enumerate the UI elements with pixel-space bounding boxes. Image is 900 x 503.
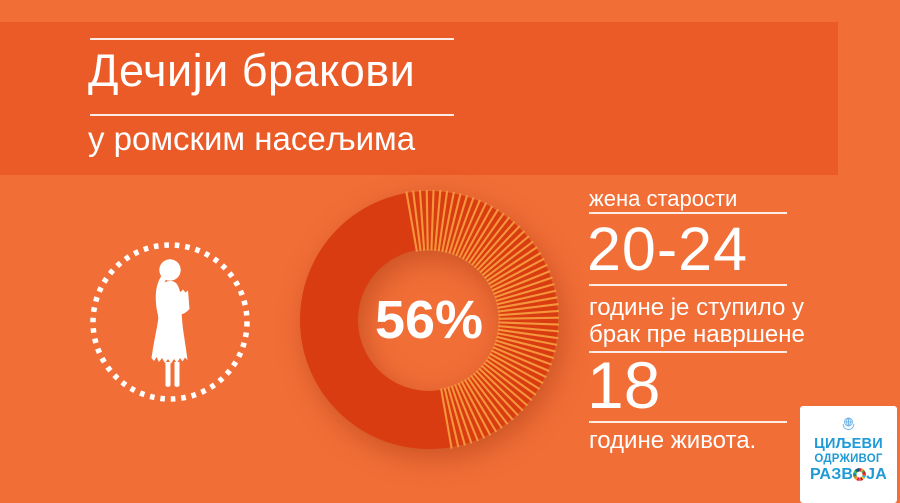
stat-body: године је ступило у брак пре навршене xyxy=(589,294,805,348)
title-bottom-rule xyxy=(90,114,454,116)
page-title: Дечији бракови xyxy=(88,45,416,96)
stat-age-range: 20-24 xyxy=(587,215,749,283)
sdg-logo-line1: ЦИЉЕВИ xyxy=(814,436,883,452)
sdg-logo-card: ЦИЉЕВИ ОДРЖИВОГ РАЗВ ЈА xyxy=(800,406,897,503)
sdg-logo-line3-pre: РАЗВ xyxy=(809,466,854,483)
donut-center-label: 56% xyxy=(374,290,484,350)
sdg-logo-line3: РАЗВ ЈА xyxy=(800,467,897,483)
dotted-circle xyxy=(90,242,250,402)
donut-chart-svg xyxy=(300,189,560,449)
stat-body-line2: брак пре навршене xyxy=(589,321,805,348)
un-emblem-icon xyxy=(842,417,855,431)
stat-intro: жена старости xyxy=(589,186,738,211)
girl-circle-badge xyxy=(90,242,250,402)
stat-rule-1 xyxy=(589,212,787,214)
sdg-logo-line2: ОДРЖИВОГ xyxy=(814,452,883,465)
stat-outro: године живота. xyxy=(589,427,757,454)
title-top-rule xyxy=(90,38,454,40)
donut-ring xyxy=(300,191,558,449)
stat-rule-4 xyxy=(589,421,787,423)
donut-striped-segment xyxy=(405,189,560,449)
donut-chart xyxy=(299,189,560,450)
sdg-logo-line3-post: ЈА xyxy=(866,466,888,483)
stat-rule-3 xyxy=(589,351,787,353)
stat-body-line1: године је ступило у xyxy=(589,294,805,321)
sdg-wheel-icon xyxy=(853,467,867,481)
page-subtitle: у ромским насељима xyxy=(88,120,416,157)
stat-rule-2 xyxy=(589,284,787,286)
header-band xyxy=(0,22,838,175)
girl-silhouette-icon xyxy=(90,242,250,402)
stat-age: 18 xyxy=(587,348,661,422)
